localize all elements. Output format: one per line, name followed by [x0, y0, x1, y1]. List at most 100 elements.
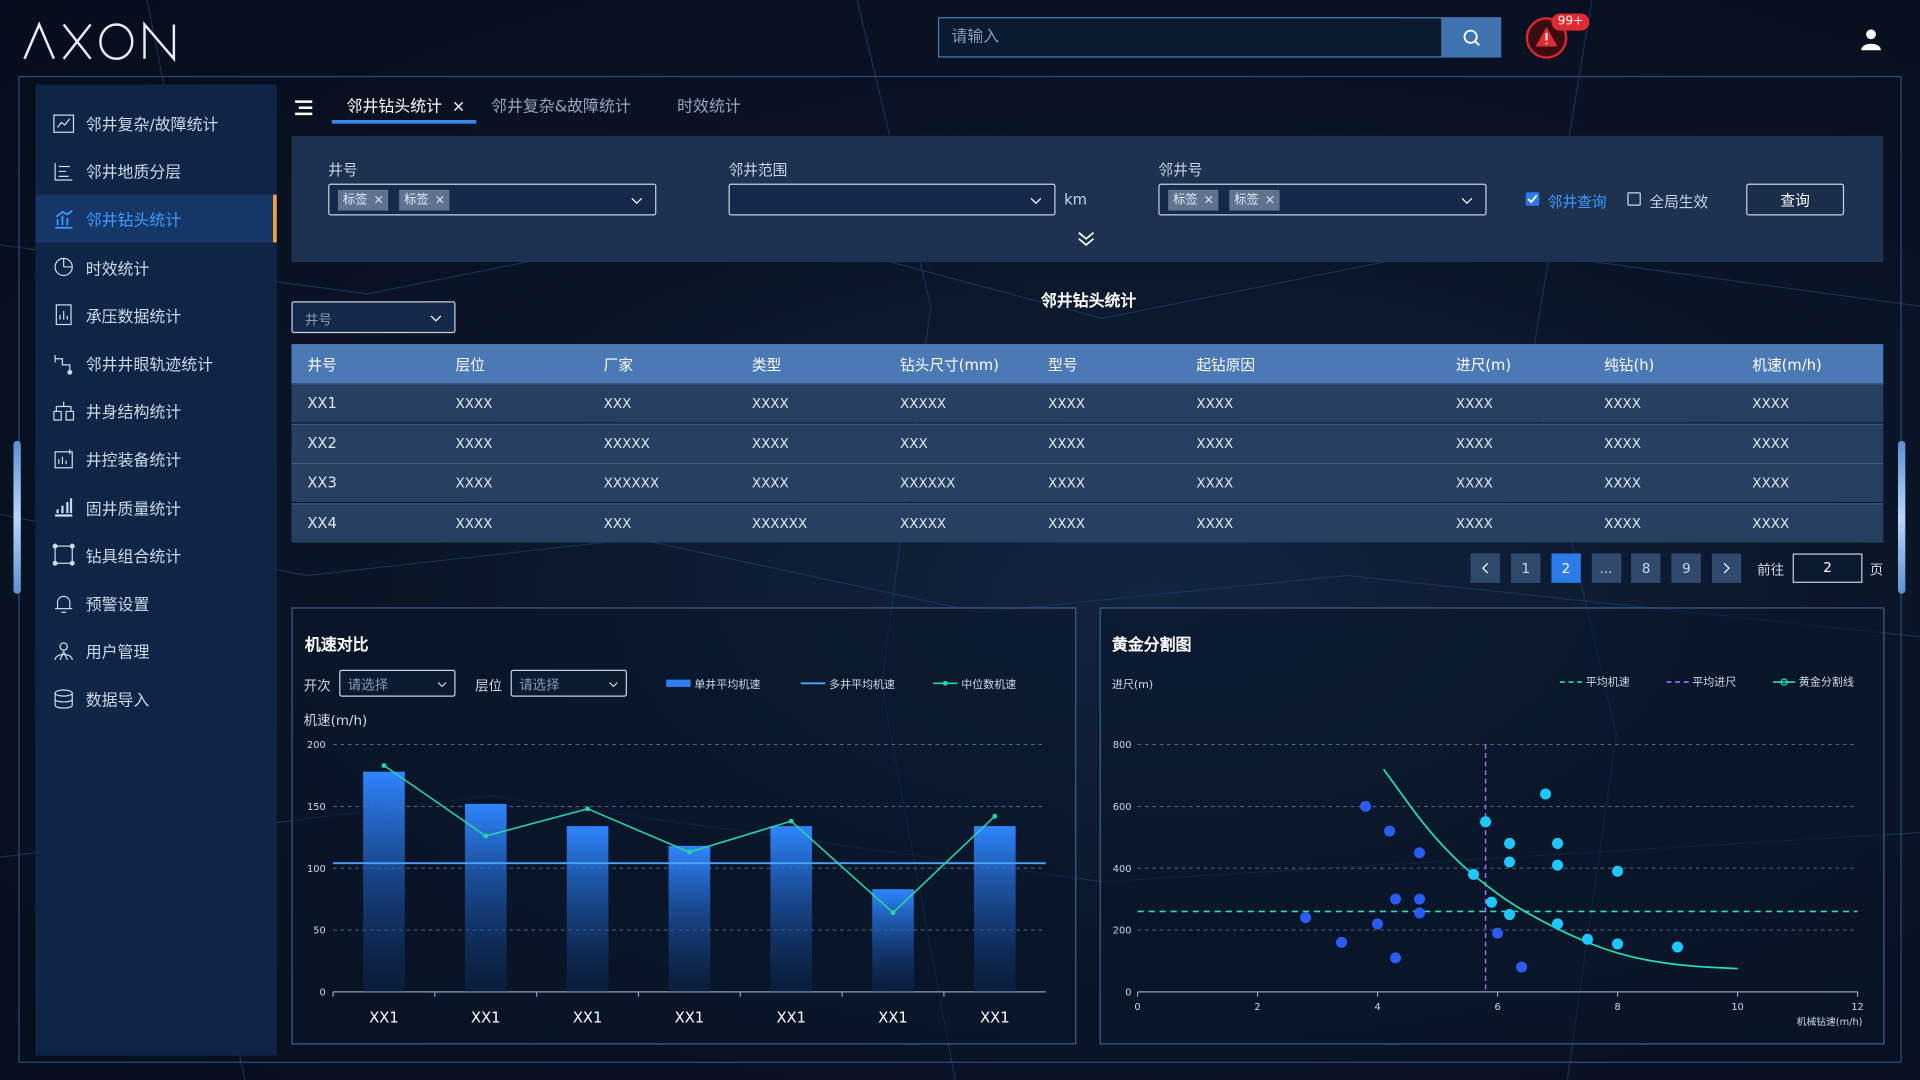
median-point[interactable]	[788, 818, 794, 824]
median-point[interactable]	[890, 910, 896, 916]
global-effect-label[interactable]: 全局生效	[1649, 193, 1709, 211]
sidebar-item-4[interactable]: 时效统计	[36, 243, 277, 291]
page-button[interactable]: 2	[1551, 553, 1581, 583]
sidebar-item-2[interactable]: 邻井地质分层	[36, 147, 277, 195]
bar-mark[interactable]	[668, 845, 711, 992]
search-input[interactable]: 请输入	[937, 17, 1443, 58]
bar-mark[interactable]	[566, 826, 609, 992]
scatter-point[interactable]	[1414, 847, 1426, 859]
query-button[interactable]: 查询	[1746, 183, 1845, 216]
scatter-point[interactable]	[1384, 825, 1396, 837]
page-button[interactable]: ...	[1591, 553, 1621, 583]
column-header[interactable]: 类型	[751, 356, 782, 374]
prev-page-button[interactable]	[1470, 553, 1501, 583]
scatter-point[interactable]	[1582, 933, 1594, 945]
bar-mark[interactable]	[974, 826, 1016, 992]
page-button[interactable]: 1	[1511, 553, 1541, 583]
table-well-select[interactable]: 井号	[291, 301, 456, 334]
column-header[interactable]: 层位	[455, 356, 485, 374]
scatter-point[interactable]	[1390, 952, 1402, 964]
tab-bit-stats[interactable]: 邻井钻头统计 ×	[346, 97, 466, 117]
tag-remove-icon[interactable]: ×	[373, 193, 384, 207]
scatter-point[interactable]	[1612, 938, 1624, 950]
tab-time-stats[interactable]: 时效统计	[677, 97, 741, 117]
next-page-button[interactable]	[1711, 553, 1742, 583]
well-select[interactable]: 标签 × 标签 ×	[328, 183, 657, 216]
user-icon[interactable]	[1859, 27, 1883, 51]
scatter-point[interactable]	[1336, 936, 1348, 948]
table-row[interactable]: XX3 XXXX XXXXXX XXXX XXXXXX XXXX XXXX XXXX XXXX X…	[291, 463, 1884, 503]
bar-mark[interactable]	[770, 826, 813, 992]
median-point[interactable]	[686, 849, 692, 855]
scatter-point[interactable]	[1414, 907, 1426, 919]
sidebar-item-11[interactable]: 预警设置	[36, 579, 277, 627]
column-header[interactable]: 厂家	[603, 356, 634, 374]
scatter-point[interactable]	[1504, 856, 1516, 868]
sidebar-item-10[interactable]: 钻具组合统计	[36, 531, 277, 579]
column-header[interactable]: 进尺(m)	[1455, 356, 1512, 374]
column-header[interactable]: 井号	[307, 356, 337, 374]
median-point[interactable]	[585, 806, 591, 812]
median-point[interactable]	[483, 833, 489, 839]
scatter-point[interactable]	[1480, 816, 1492, 828]
tag-remove-icon[interactable]: ×	[1203, 193, 1214, 207]
right-collapse-handle[interactable]	[1897, 440, 1906, 594]
table-row[interactable]: XX4 XXXX XXX XXXXXX XXXXX XXXX XXXX XXXX XXXX XXX…	[291, 503, 1884, 543]
sidebar-item-9[interactable]: 固井质量统计	[36, 483, 277, 531]
scatter-point[interactable]	[1540, 788, 1552, 800]
adjacent-query-checkbox[interactable]	[1525, 192, 1540, 206]
tag-remove-icon[interactable]: ×	[1264, 193, 1276, 207]
kaici-select[interactable]: 请选择	[339, 669, 456, 697]
scatter-point[interactable]	[1390, 893, 1402, 905]
page-button[interactable]: 8	[1631, 553, 1661, 583]
median-point[interactable]	[992, 813, 998, 819]
table-row[interactable]: XX1 XXXX XXX XXXX XXXXX XXXX XXXX XXXX XXXX XXXX	[291, 383, 1884, 423]
sidebar-item-1[interactable]: 邻井复杂/故障统计	[36, 99, 277, 147]
column-header[interactable]: 起钻原因	[1196, 356, 1256, 374]
scatter-point[interactable]	[1360, 800, 1372, 812]
column-header[interactable]: 钻头尺寸(mm)	[900, 356, 999, 374]
expand-filter-icon[interactable]	[1076, 230, 1096, 247]
scatter-point[interactable]	[1552, 859, 1564, 871]
left-collapse-handle[interactable]	[13, 440, 21, 594]
sidebar-item-13[interactable]: 数据导入	[36, 675, 277, 723]
sidebar-item-5[interactable]: 承压数据统计	[36, 291, 277, 339]
scatter-point[interactable]	[1504, 837, 1516, 849]
scatter-point[interactable]	[1552, 918, 1564, 930]
goto-page-input[interactable]: 2	[1792, 553, 1863, 583]
adjacent-well-select[interactable]: 标签 × 标签 ×	[1158, 183, 1487, 216]
scatter-point[interactable]	[1516, 961, 1528, 973]
page-button[interactable]: 9	[1671, 553, 1702, 583]
column-header[interactable]: 型号	[1048, 356, 1078, 374]
sidebar-item-6[interactable]: 邻井井眼轨迹统计	[36, 339, 277, 387]
scatter-point[interactable]	[1552, 837, 1564, 849]
scatter-point[interactable]	[1414, 893, 1426, 905]
sidebar-item-7[interactable]: 井身结构统计	[36, 387, 277, 435]
scatter-point[interactable]	[1300, 912, 1312, 924]
adjacent-query-label[interactable]: 邻井查询	[1547, 193, 1607, 211]
sidebar-item-3[interactable]: 邻井钻头统计	[35, 195, 277, 243]
scatter-point[interactable]	[1504, 909, 1516, 921]
scatter-point[interactable]	[1492, 927, 1504, 939]
tab-complex-fault[interactable]: 邻井复杂&故障统计	[491, 97, 631, 117]
golden-section-curve[interactable]	[1382, 768, 1738, 970]
scatter-point[interactable]	[1468, 868, 1480, 880]
median-point[interactable]	[381, 763, 387, 768]
sidebar-item-8[interactable]: 井控装备统计	[36, 435, 277, 483]
menu-toggle-icon[interactable]	[294, 98, 314, 118]
table-row[interactable]: XX2 XXXX XXXXX XXXX XXX XXXX XXXX XXXX XXXX XXXX	[291, 423, 1884, 463]
scatter-point[interactable]	[1612, 865, 1624, 877]
scatter-point[interactable]	[1372, 918, 1384, 930]
column-header[interactable]: 纯钻(h)	[1604, 356, 1655, 374]
column-header[interactable]: 机速(m/h)	[1752, 356, 1822, 374]
global-effect-checkbox[interactable]	[1627, 192, 1641, 206]
bar-mark[interactable]	[872, 889, 914, 992]
tab-close-icon[interactable]: ×	[451, 97, 466, 117]
sidebar-item-12[interactable]: 用户管理	[36, 627, 277, 675]
tag-remove-icon[interactable]: ×	[434, 193, 445, 207]
range-select[interactable]	[728, 183, 1056, 216]
scatter-point[interactable]	[1672, 941, 1684, 953]
search-button[interactable]	[1442, 17, 1502, 58]
bar-mark[interactable]	[363, 771, 405, 992]
cengwei-select[interactable]: 请选择	[510, 669, 627, 697]
